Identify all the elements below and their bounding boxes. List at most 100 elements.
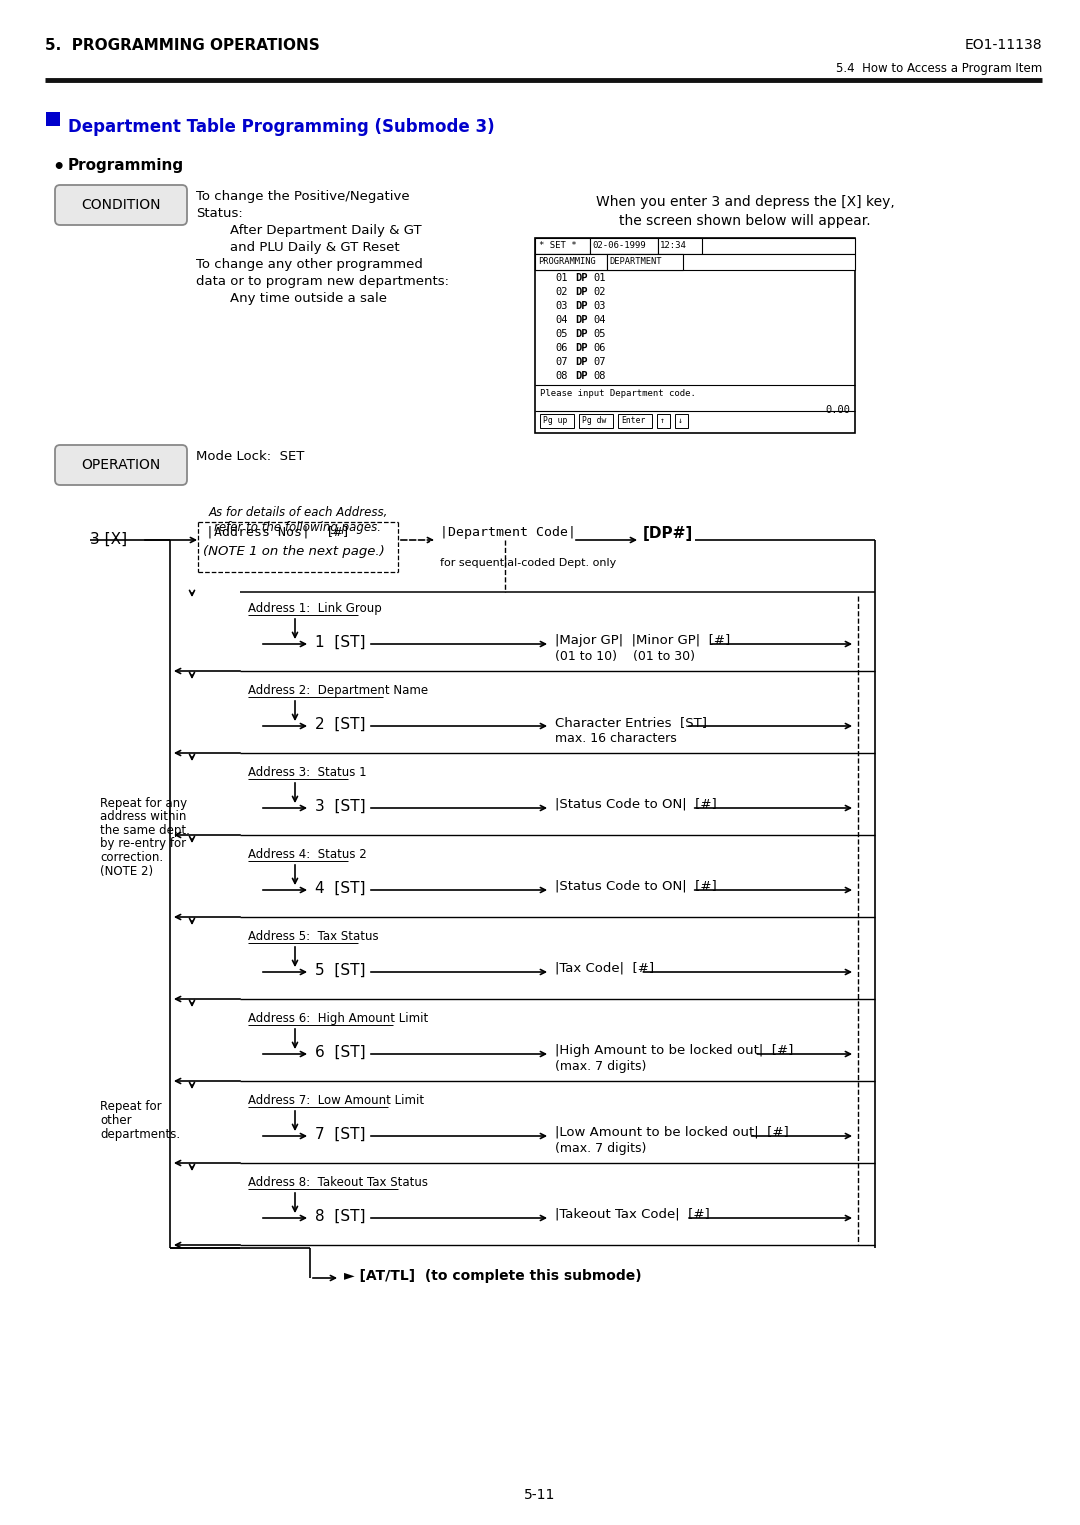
- FancyBboxPatch shape: [55, 445, 187, 485]
- Text: 4  [ST]: 4 [ST]: [315, 881, 365, 897]
- Text: DP: DP: [575, 357, 588, 368]
- Text: refer to the following pages.: refer to the following pages.: [215, 522, 381, 534]
- Text: Repeat for any: Repeat for any: [100, 798, 187, 810]
- Text: the same dept.: the same dept.: [100, 824, 190, 837]
- Text: address within: address within: [100, 810, 187, 824]
- Text: DP: DP: [575, 287, 588, 297]
- Text: |Address Nos|  [#]: |Address Nos| [#]: [206, 526, 350, 538]
- Text: Address 8:  Takeout Tax Status: Address 8: Takeout Tax Status: [248, 1176, 428, 1190]
- Bar: [46, 111, 60, 127]
- Text: Please input Department code.: Please input Department code.: [540, 389, 696, 398]
- Text: 01: 01: [593, 273, 606, 284]
- Text: After Department Daily & GT: After Department Daily & GT: [195, 224, 421, 236]
- Text: 8  [ST]: 8 [ST]: [315, 1209, 365, 1225]
- Text: 07: 07: [593, 357, 606, 368]
- Text: Address 6:  High Amount Limit: Address 6: High Amount Limit: [248, 1013, 429, 1025]
- Text: max. 16 characters: max. 16 characters: [555, 732, 677, 746]
- Text: 01: 01: [555, 273, 567, 284]
- FancyBboxPatch shape: [55, 185, 187, 226]
- Text: departments.: departments.: [100, 1128, 180, 1141]
- Text: To change any other programmed: To change any other programmed: [195, 258, 423, 271]
- Text: Status:: Status:: [195, 207, 243, 220]
- Text: Pg up: Pg up: [543, 416, 567, 425]
- Text: 04: 04: [593, 316, 606, 325]
- Text: 5  [ST]: 5 [ST]: [315, 962, 365, 978]
- Bar: [657, 413, 671, 429]
- Text: |Tax Code|  [#]: |Tax Code| [#]: [555, 962, 654, 974]
- Text: and PLU Daily & GT Reset: and PLU Daily & GT Reset: [195, 241, 400, 255]
- Bar: [618, 413, 652, 429]
- Text: other: other: [100, 1115, 132, 1127]
- Text: by re-entry for: by re-entry for: [100, 837, 186, 851]
- Text: (max. 7 digits): (max. 7 digits): [555, 1142, 646, 1154]
- Text: 3 [X]: 3 [X]: [90, 532, 127, 547]
- Text: OPERATION: OPERATION: [81, 458, 161, 473]
- Text: DP: DP: [575, 329, 588, 339]
- Bar: [540, 413, 573, 429]
- Text: DP: DP: [575, 343, 588, 352]
- Text: Address 4:  Status 2: Address 4: Status 2: [248, 848, 367, 862]
- Text: |Status Code to ON|  [#]: |Status Code to ON| [#]: [555, 798, 717, 811]
- Text: * SET *: * SET *: [539, 241, 577, 250]
- Text: Character Entries  [ST]: Character Entries [ST]: [555, 717, 707, 729]
- Text: 05: 05: [555, 329, 567, 339]
- Text: ↓: ↓: [678, 416, 683, 425]
- Text: 07: 07: [555, 357, 567, 368]
- Text: Enter: Enter: [621, 416, 646, 425]
- Text: DP: DP: [575, 316, 588, 325]
- Text: |High Amount to be locked out|  [#]: |High Amount to be locked out| [#]: [555, 1045, 794, 1057]
- Text: Address 7:  Low Amount Limit: Address 7: Low Amount Limit: [248, 1093, 424, 1107]
- Text: 08: 08: [593, 371, 606, 381]
- Text: Address 2:  Department Name: Address 2: Department Name: [248, 685, 428, 697]
- Text: 02-06-1999: 02-06-1999: [592, 241, 646, 250]
- Text: 06: 06: [555, 343, 567, 352]
- Text: |Status Code to ON|  [#]: |Status Code to ON| [#]: [555, 880, 717, 894]
- Bar: [535, 238, 590, 255]
- Bar: [658, 238, 702, 255]
- Text: the screen shown below will appear.: the screen shown below will appear.: [619, 214, 870, 229]
- Text: 5.  PROGRAMMING OPERATIONS: 5. PROGRAMMING OPERATIONS: [45, 38, 320, 53]
- Text: 12:34: 12:34: [660, 241, 687, 250]
- Text: 5.4  How to Access a Program Item: 5.4 How to Access a Program Item: [836, 63, 1042, 75]
- Text: |Takeout Tax Code|  [#]: |Takeout Tax Code| [#]: [555, 1208, 710, 1222]
- Text: Address 1:  Link Group: Address 1: Link Group: [248, 602, 381, 615]
- Text: 06: 06: [593, 343, 606, 352]
- Bar: [535, 255, 607, 270]
- Text: 05: 05: [593, 329, 606, 339]
- Text: |Department Code|: |Department Code|: [440, 526, 576, 538]
- Text: ↑: ↑: [660, 416, 665, 425]
- Text: Address 3:  Status 1: Address 3: Status 1: [248, 766, 366, 779]
- Bar: [535, 255, 855, 270]
- Text: Department Table Programming (Submode 3): Department Table Programming (Submode 3): [68, 117, 495, 136]
- Text: 2  [ST]: 2 [ST]: [315, 717, 365, 732]
- Text: DEPARTMENT: DEPARTMENT: [609, 258, 661, 265]
- Text: DP: DP: [575, 371, 588, 381]
- Text: (01 to 10)    (01 to 30): (01 to 10) (01 to 30): [555, 650, 696, 663]
- Bar: [675, 413, 688, 429]
- Text: Address 5:  Tax Status: Address 5: Tax Status: [248, 930, 379, 942]
- Text: PROGRAMMING: PROGRAMMING: [538, 258, 596, 265]
- Text: 08: 08: [555, 371, 567, 381]
- Text: Repeat for: Repeat for: [100, 1101, 162, 1113]
- Text: 3  [ST]: 3 [ST]: [315, 799, 366, 814]
- Text: for sequential-coded Dept. only: for sequential-coded Dept. only: [440, 558, 617, 567]
- Text: 0.00: 0.00: [825, 406, 850, 415]
- Text: 02: 02: [555, 287, 567, 297]
- Text: data or to program new departments:: data or to program new departments:: [195, 274, 449, 288]
- Text: Pg dw: Pg dw: [582, 416, 606, 425]
- Text: [DP#]: [DP#]: [643, 526, 693, 541]
- Bar: [535, 238, 855, 255]
- Text: Mode Lock:  SET: Mode Lock: SET: [195, 450, 305, 464]
- Text: 03: 03: [555, 300, 567, 311]
- Text: DP: DP: [575, 300, 588, 311]
- Text: correction.: correction.: [100, 851, 163, 865]
- Text: 7  [ST]: 7 [ST]: [315, 1127, 365, 1142]
- Text: To change the Positive/Negative: To change the Positive/Negative: [195, 191, 409, 203]
- Bar: [535, 238, 855, 433]
- Text: ► [AT/TL]  (to complete this submode): ► [AT/TL] (to complete this submode): [345, 1269, 642, 1283]
- Text: |Low Amount to be locked out|  [#]: |Low Amount to be locked out| [#]: [555, 1125, 788, 1139]
- Text: (NOTE 2): (NOTE 2): [100, 865, 153, 877]
- Text: 5-11: 5-11: [524, 1488, 556, 1502]
- Text: •: •: [52, 159, 65, 177]
- Bar: [607, 255, 683, 270]
